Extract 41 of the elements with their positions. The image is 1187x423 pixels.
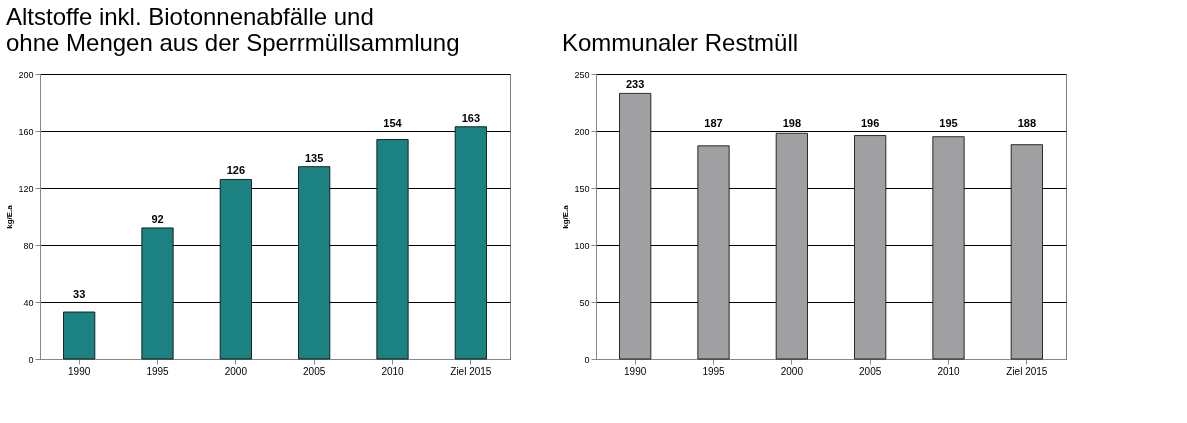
x-tick-label: 1990 [624,365,647,377]
chart-title: Kommunaler Restmüll [561,29,799,56]
x-tick-label: Ziel 2015 [1006,365,1048,377]
y-tick-label: 80 [23,240,34,251]
bar [63,311,96,360]
chart-title: Altstoffe inkl. Biotonnenabfälle und ohne Mengen aus der Sperrmüllsammlung [5,3,460,56]
y-axis-title: kg/E.a [561,204,571,229]
x-tick-label: 1995 [702,365,726,377]
data-label: 33 [73,288,86,300]
y-tick-label: 120 [18,183,34,194]
data-label: 126 [226,164,246,177]
data-label: 187 [704,117,723,129]
data-label: 188 [1017,117,1037,129]
y-tick-label: 160 [18,126,34,137]
y-tick-label: 100 [574,240,590,251]
y-tick-label: 250 [574,69,590,80]
y-tick-label: 40 [23,297,34,308]
x-tick-label: 2005 [859,365,882,377]
data-label: 154 [383,117,403,129]
x-tick-label: 2010 [381,365,405,377]
x-tick-label: 2000 [224,365,248,377]
x-tick-label: 2005 [303,365,326,377]
data-label: 233 [625,78,645,91]
y-tick-label: 150 [574,183,590,194]
x-tick-label: 2010 [937,365,961,377]
data-label: 196 [860,117,880,129]
data-label: 195 [939,117,958,129]
data-label: 198 [782,117,802,129]
y-tick-label: 0 [584,354,590,365]
y-tick-label: 200 [18,69,34,80]
x-tick-label: Ziel 2015 [450,365,492,377]
x-tick-label: 1995 [146,365,170,377]
y-tick-label: 50 [579,297,590,308]
x-tick-label: 1990 [68,365,91,377]
y-axis-title: kg/E.a [5,204,15,229]
data-label: 92 [151,212,164,225]
y-tick-label: 200 [574,126,590,137]
y-tick-label: 0 [28,354,34,365]
data-label: 135 [304,151,324,164]
data-label: 163 [461,111,481,124]
x-tick-label: 2000 [780,365,804,377]
